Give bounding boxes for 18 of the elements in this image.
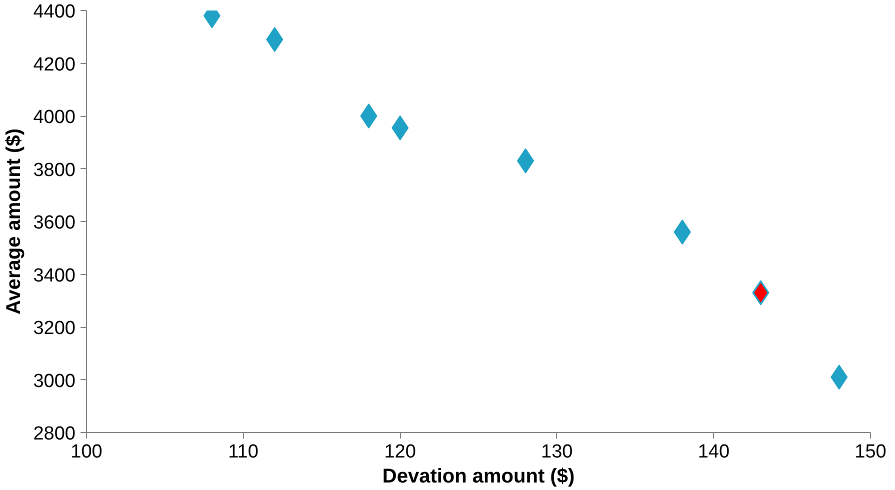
y-axis-title: Average amount ($) bbox=[3, 128, 26, 314]
y-tick-label: 4000 bbox=[33, 107, 76, 128]
x-axis-title: Devation amount ($) bbox=[382, 466, 575, 488]
y-tick-label: 4200 bbox=[33, 54, 76, 76]
x-tick-label: 140 bbox=[698, 442, 730, 462]
y-tick-label: 2800 bbox=[33, 424, 76, 444]
x-tick-label: 150 bbox=[854, 442, 886, 462]
x-tick-label: 100 bbox=[70, 442, 102, 462]
y-tick-label: 3600 bbox=[33, 212, 76, 234]
y-tick-label: 4400 bbox=[33, 2, 76, 22]
point bbox=[360, 104, 378, 128]
y-tick-label: 3200 bbox=[33, 318, 76, 339]
x-tick-label: 110 bbox=[228, 442, 258, 462]
y-tick-label: 3400 bbox=[33, 265, 76, 286]
x-tick-label: 120 bbox=[384, 442, 416, 462]
x-tick-label: 130 bbox=[541, 442, 573, 462]
y-tick-label: 3800 bbox=[33, 160, 76, 181]
y-tick-label: 3000 bbox=[33, 370, 76, 392]
